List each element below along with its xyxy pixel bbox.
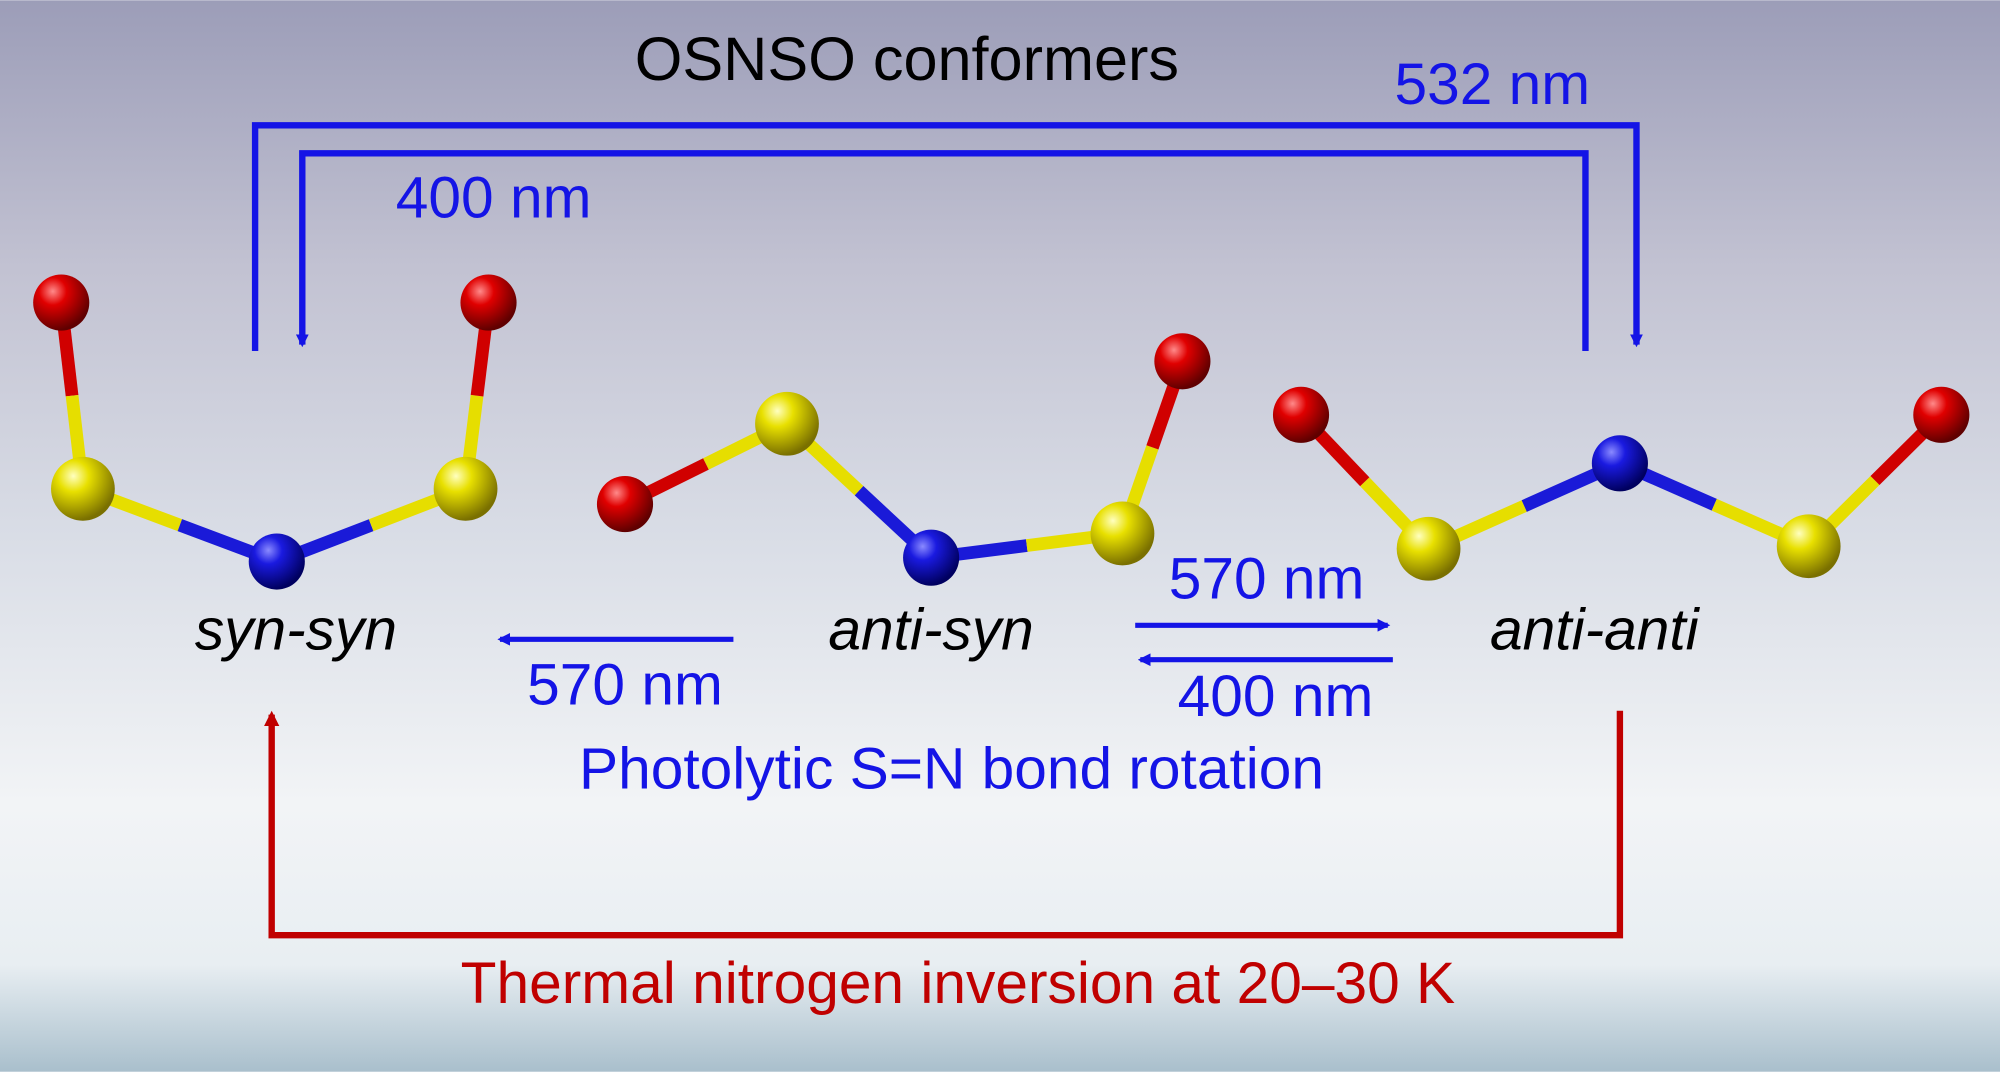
- atom: [1776, 514, 1841, 579]
- conformer-label: anti-anti: [1490, 598, 1701, 663]
- atom: [433, 456, 498, 521]
- atom: [460, 274, 517, 331]
- arrow-400: [295, 150, 1589, 352]
- atom: [248, 533, 305, 590]
- atom: [1396, 516, 1461, 581]
- atom: [1154, 333, 1211, 390]
- atom: [1913, 386, 1970, 443]
- atom: [1272, 386, 1330, 443]
- molecules: [33, 274, 1970, 590]
- wavelength-label: 532 nm: [1395, 52, 1591, 117]
- atom: [755, 391, 819, 456]
- wavelength-label: 400 nm: [1178, 664, 1374, 729]
- wavelength-label: 570 nm: [1169, 547, 1365, 612]
- conformer-label: anti-syn: [828, 598, 1033, 663]
- atom: [51, 456, 115, 521]
- wavelength-label: 400 nm: [396, 165, 592, 230]
- thermal-caption: Thermal nitrogen inversion at 20–30 K: [461, 951, 1455, 1016]
- thermal-arrow: [264, 710, 1624, 939]
- arrow-532: [251, 122, 1643, 352]
- atom: [903, 529, 960, 586]
- atom: [1591, 435, 1648, 492]
- atom: [596, 476, 654, 533]
- photolytic-arrows: [251, 122, 1643, 667]
- wavelength-label: 570 nm: [527, 653, 723, 718]
- conformer-label: syn-syn: [195, 598, 397, 663]
- photolytic-caption: Photolytic S=N bond rotation: [579, 737, 1324, 802]
- atom: [33, 274, 90, 331]
- title: OSNSO conformers: [635, 25, 1179, 93]
- atom: [1090, 501, 1155, 566]
